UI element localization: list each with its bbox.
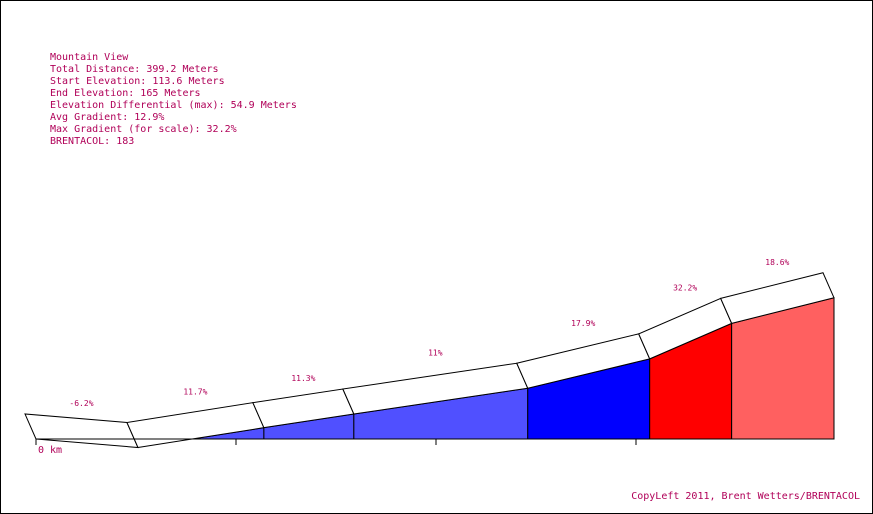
- gradient-label-0: -6.2%: [69, 399, 93, 408]
- info-brentacol: BRENTACOL: 183: [50, 136, 135, 147]
- info-max-gradient: Max Gradient (for scale): 32.2%: [50, 124, 237, 135]
- gradient-label-2: 11.3%: [291, 374, 315, 383]
- info-avg-gradient: Avg Gradient: 12.9%: [50, 112, 165, 123]
- info-title: Mountain View: [50, 52, 129, 63]
- info-elevation-differential: Elevation Differential (max): 54.9 Meter…: [50, 100, 297, 111]
- gradient-label-6: 18.6%: [765, 258, 789, 267]
- copyleft-notice: CopyLeft 2011, Brent Wetters/BRENTACOL: [631, 491, 860, 502]
- x-axis-start-label: 0 km: [38, 445, 62, 456]
- band-segment-6: [719, 272, 835, 324]
- info-start-elevation: Start Elevation: 113.6 Meters: [50, 76, 225, 87]
- gradient-label-3: 11%: [428, 348, 443, 357]
- info-total-distance: Total Distance: 399.2 Meters: [50, 64, 219, 75]
- info-block: Mountain View Total Distance: 399.2 Meter…: [50, 52, 297, 148]
- info-end-elevation: End Elevation: 165 Meters: [50, 88, 201, 99]
- gradient-label-1: 11.7%: [183, 388, 207, 397]
- gradient-label-5: 32.2%: [673, 283, 697, 292]
- band-segment-1: [126, 402, 265, 449]
- band-segment-0: [24, 413, 139, 449]
- gradient-label-4: 17.9%: [571, 319, 595, 328]
